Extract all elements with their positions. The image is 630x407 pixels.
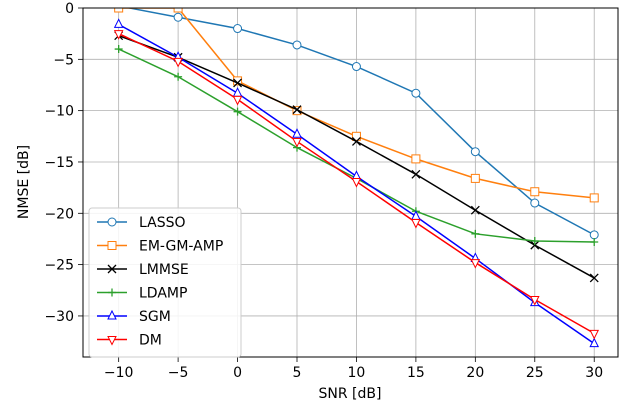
data-point-triangle-down — [589, 329, 600, 340]
data-point-circle — [351, 62, 361, 72]
y-tick-label: −10 — [44, 104, 74, 120]
data-point-square — [351, 131, 361, 141]
data-point-x — [530, 240, 540, 250]
data-point-circle — [107, 217, 117, 227]
series-em-gm-amp — [114, 8, 599, 203]
data-point-plus — [233, 107, 242, 116]
x-tick-label: 25 — [526, 365, 544, 381]
data-point-triangle-down — [351, 177, 362, 188]
x-tick-label: 20 — [466, 365, 484, 381]
ticks: −10 −5 0 5 10 15 20 25 30 0 −5 −10 −15 −20 −25 −30 — [44, 1, 603, 381]
data-point-square — [470, 173, 480, 183]
data-point-square — [292, 106, 302, 116]
legend-label: EM-GM-AMP — [139, 239, 223, 255]
legend-item: SGM — [97, 309, 171, 325]
data-point-plus — [530, 237, 539, 246]
x-tick-label: 10 — [348, 365, 366, 381]
data-point-x — [411, 169, 421, 179]
data-point-square — [530, 187, 540, 197]
data-point-x — [351, 136, 361, 146]
x-axis-label: SNR [dB] — [319, 386, 382, 402]
data-point-circle — [233, 24, 243, 34]
legend-label: LASSO — [139, 215, 186, 231]
data-point-plus — [590, 238, 599, 247]
x-tick-label: −5 — [168, 365, 189, 381]
legend-item: DM — [97, 333, 162, 349]
plot-frame — [82, 7, 619, 358]
data-point-triangle-up — [589, 337, 600, 348]
data-point-triangle-up — [113, 18, 124, 28]
data-point-square — [589, 193, 599, 203]
data-point-square — [107, 241, 117, 250]
x-tick-label: 0 — [233, 365, 242, 381]
data-point-triangle-down — [107, 336, 117, 346]
x-tick-label: 15 — [407, 365, 425, 381]
data-point-circle — [589, 230, 599, 240]
data-point-plus — [114, 45, 123, 54]
data-point-triangle-down — [470, 259, 481, 269]
data-point-triangle-up — [292, 128, 302, 138]
y-tick-label: −25 — [44, 258, 74, 274]
data-point-circle — [470, 147, 480, 157]
data-point-triangle-down — [113, 30, 124, 40]
legend-label: LMMSE — [139, 262, 189, 278]
data-point-triangle-up — [107, 309, 117, 320]
data-point-circle — [530, 198, 540, 208]
data-point-triangle-down — [292, 137, 302, 148]
legend-label: LDAMP — [139, 286, 187, 302]
legend: LASSO EM-GM-AMP LMMSE LDAMP SGM DM — [88, 207, 242, 358]
x-tick-label: −10 — [104, 365, 134, 381]
y-tick-label: −30 — [44, 309, 74, 325]
data-point-plus — [471, 229, 480, 238]
y-tick-label: −15 — [44, 155, 74, 171]
data-point-square — [114, 8, 124, 13]
y-tick-label: −5 — [53, 52, 74, 68]
x-tick-label: 5 — [293, 365, 302, 381]
y-tick-label: −20 — [44, 206, 74, 222]
series-layer — [113, 8, 600, 348]
data-point-x — [470, 205, 480, 215]
x-tick-label: 30 — [585, 365, 603, 381]
legend-label: DM — [139, 333, 162, 349]
legend-item: LDAMP — [97, 286, 187, 302]
data-point-plus — [108, 288, 116, 297]
legend-item: EM-GM-AMP — [97, 239, 223, 255]
data-point-x — [107, 264, 117, 274]
legend-label: SGM — [139, 309, 171, 325]
y-tick-label: 0 — [65, 1, 74, 17]
data-point-x — [589, 273, 599, 283]
data-point-square — [173, 8, 183, 13]
data-point-circle — [411, 88, 421, 98]
data-point-square — [411, 154, 421, 164]
data-point-triangle-down — [173, 57, 183, 68]
data-point-x — [292, 105, 302, 115]
data-point-triangle-down — [529, 296, 540, 306]
data-point-triangle-down — [232, 95, 243, 106]
series-dm — [113, 30, 600, 340]
legend-item: LASSO — [97, 215, 186, 231]
data-point-x — [233, 78, 243, 88]
data-point-circle — [292, 40, 302, 50]
data-point-plus — [174, 72, 183, 81]
data-point-circle — [173, 12, 183, 22]
legend-item: LMMSE — [97, 262, 189, 278]
data-point-triangle-down — [411, 219, 421, 229]
y-axis-label: NMSE [dB] — [16, 145, 32, 219]
